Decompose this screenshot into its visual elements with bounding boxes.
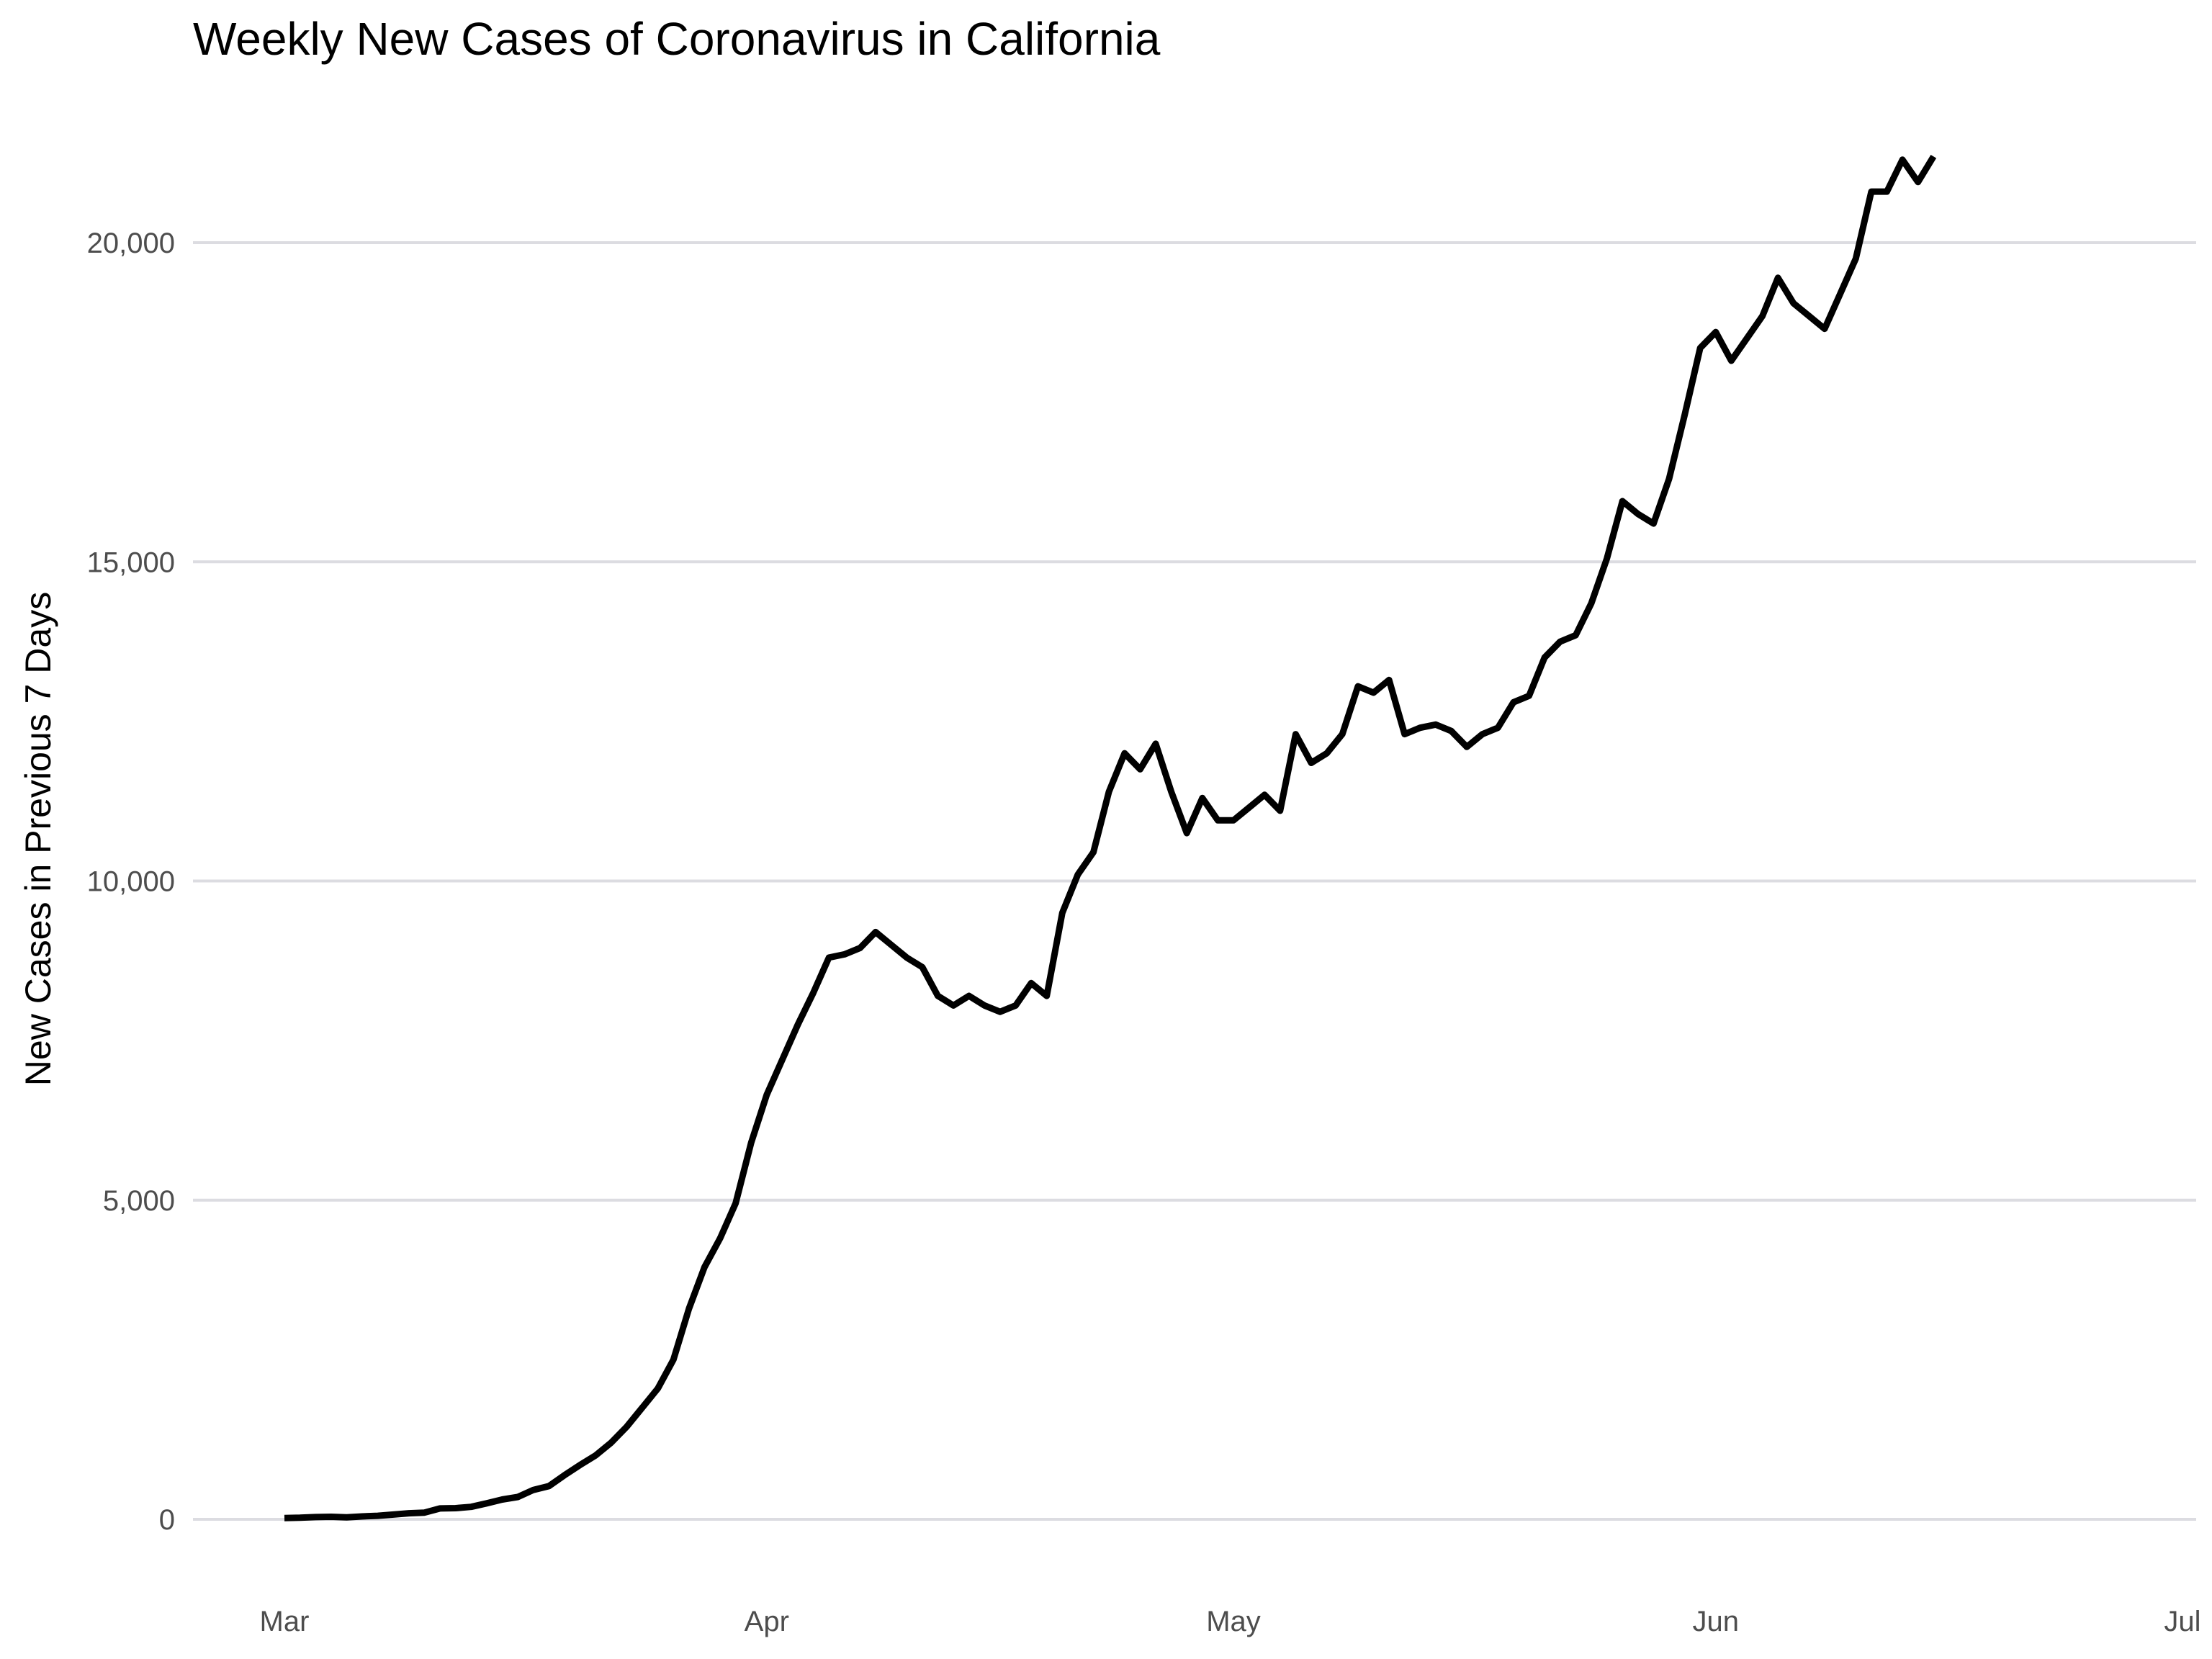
y-tick-label: 0 [159, 1504, 175, 1536]
y-tick-label: 20,000 [87, 228, 175, 259]
series-line [284, 154, 1937, 1521]
x-tick-label: May [1206, 1606, 1261, 1637]
data-series [284, 154, 1937, 1521]
y-tick-label: 10,000 [87, 866, 175, 898]
chart-title: Weekly New Cases of Coronavirus in Calif… [193, 13, 1161, 65]
gridlines [193, 241, 2196, 1521]
y-axis-title: New Cases in Previous 7 Days [18, 592, 58, 1086]
y-tick-label: 5,000 [103, 1185, 175, 1217]
x-tick-label: Mar [260, 1606, 310, 1637]
x-tick-label: Apr [745, 1606, 789, 1637]
x-axis-ticks: Mar Apr May Jun Jul [260, 1606, 2201, 1637]
x-tick-label: Jun [1693, 1606, 1740, 1637]
x-tick-label: Jul [2164, 1606, 2200, 1637]
y-axis-ticks: 0 5,000 10,000 15,000 20,000 [87, 228, 175, 1536]
y-tick-label: 15,000 [87, 547, 175, 578]
